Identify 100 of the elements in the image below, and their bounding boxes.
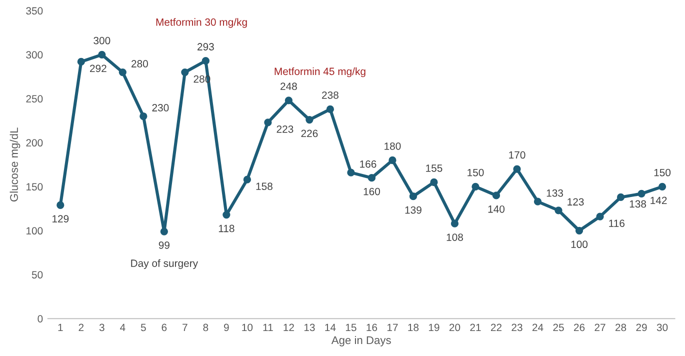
point: [596, 212, 604, 220]
data-label: 116: [609, 220, 624, 227]
x-tick-label: 22: [490, 324, 502, 332]
point: [450, 220, 459, 228]
data-label: 300: [94, 36, 110, 44]
y-tick-label: 50: [32, 271, 43, 279]
point: [368, 174, 376, 182]
data-label: 139: [405, 206, 422, 214]
y-tick-label: 350: [26, 7, 43, 15]
x-tick-label: 1: [58, 324, 63, 332]
x-tick-label: 9: [224, 324, 229, 332]
point: [347, 168, 355, 176]
data-label: 238: [322, 91, 338, 99]
x-tick-label: 2: [78, 324, 84, 332]
point: [616, 193, 625, 202]
point: [181, 68, 189, 76]
data-label: 230: [152, 104, 169, 112]
data-label: 129: [52, 215, 69, 222]
x-tick-label: 13: [304, 324, 315, 332]
data-label: 180: [384, 142, 401, 150]
x-tick-label: 14: [325, 324, 336, 332]
point: [492, 192, 500, 200]
data-label: 99: [158, 242, 170, 249]
x-tick-label: 26: [574, 324, 585, 332]
data-label: 248: [280, 82, 297, 90]
data-label: 123: [568, 198, 584, 206]
x-tick-label: 18: [408, 324, 419, 332]
point: [202, 57, 210, 65]
point: [140, 112, 148, 120]
y-tick-label: 150: [26, 183, 43, 191]
x-tick-label: 20: [449, 324, 460, 332]
data-label: 155: [426, 164, 442, 172]
x-tick-label: 7: [182, 324, 188, 332]
x-tick-label: 5: [140, 324, 146, 332]
y-axis-title: Glucose mg/dL: [10, 128, 20, 202]
data-label: 150: [468, 168, 484, 176]
data-label: 280: [132, 60, 148, 68]
data-label: 292: [90, 64, 106, 72]
x-tick-label: 24: [532, 324, 544, 332]
y-tick-label: 200: [26, 139, 43, 147]
point: [409, 192, 418, 200]
x-tick-label: 28: [615, 324, 626, 332]
x-tick-label: 6: [162, 324, 167, 332]
x-tick-label: 4: [120, 324, 126, 332]
x-tick-label: 8: [203, 324, 208, 332]
data-label: 293: [198, 43, 214, 50]
data-label: 226: [301, 130, 318, 138]
point: [638, 190, 646, 198]
y-tick-label: 100: [26, 227, 43, 235]
point: [554, 206, 562, 214]
point: [326, 105, 334, 114]
point: [388, 156, 396, 164]
point: [513, 165, 521, 173]
x-tick-label: 23: [512, 324, 522, 332]
y-tick-label: 300: [26, 51, 43, 59]
point: [160, 228, 168, 236]
point: [430, 178, 438, 186]
x-tick-label: 15: [346, 324, 356, 332]
annotation: Day of surgery: [131, 259, 198, 270]
point: [658, 182, 666, 190]
y-tick-label: 250: [26, 95, 43, 103]
point: [264, 118, 272, 126]
point: [77, 58, 85, 66]
point: [243, 176, 252, 184]
data-label: 166: [360, 160, 376, 168]
x-tick-label: 11: [263, 324, 273, 332]
data-label: 158: [256, 182, 272, 190]
data-label: 170: [509, 151, 526, 159]
x-tick-label: 16: [366, 324, 378, 332]
point: [306, 116, 314, 124]
point: [118, 68, 126, 76]
data-label: 100: [571, 240, 588, 248]
x-tick-label: 30: [656, 324, 668, 332]
x-tick-label: 19: [428, 324, 440, 332]
x-tick-label: 10: [242, 324, 253, 332]
point: [472, 182, 480, 190]
point: [534, 198, 542, 206]
data-label: 138: [630, 200, 646, 208]
annotation: Metformin 30 mg/kg: [156, 18, 247, 28]
point: [284, 96, 293, 104]
data-label: 108: [446, 234, 463, 241]
x-tick-label: 29: [636, 324, 647, 332]
data-label: 142: [650, 196, 667, 204]
point: [222, 210, 230, 219]
x-tick-label: 12: [284, 324, 294, 332]
x-tick-label: 3: [99, 324, 104, 332]
data-label: 140: [488, 205, 505, 213]
annotation: Metformin 45 mg/kg: [274, 67, 366, 78]
x-tick-label: 17: [387, 324, 398, 332]
point: [56, 201, 64, 209]
data-label: 223: [276, 125, 294, 133]
data-label: 118: [218, 224, 234, 232]
y-tick-label: 0: [38, 315, 43, 322]
point: [98, 50, 106, 58]
x-tick-label: 27: [594, 324, 606, 332]
data-label: 150: [654, 168, 671, 176]
point: [575, 226, 584, 234]
x-tick-label: 21: [470, 324, 481, 332]
data-label: 133: [546, 189, 564, 197]
x-axis-title: Age in Days: [331, 336, 391, 346]
